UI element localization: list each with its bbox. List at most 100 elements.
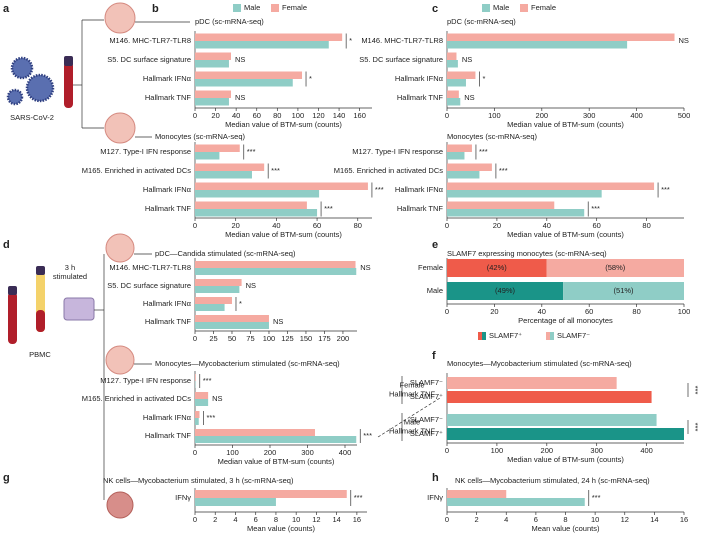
x-tick-label: 0	[193, 111, 197, 120]
group-label: Male	[404, 417, 420, 426]
x-tick-label: 0	[445, 111, 449, 120]
x-tick-label: 0	[193, 221, 197, 230]
x-tick-label: 0	[445, 515, 449, 524]
chart-title: Monocytes (sc-mRNA-seq)	[155, 132, 246, 141]
significance-label: ***	[324, 204, 333, 213]
bar	[447, 171, 480, 179]
x-tick-label: 200	[536, 111, 549, 120]
bar	[195, 261, 356, 268]
significance-label: NS	[462, 55, 472, 64]
category-label: Hallmark TNF	[145, 204, 192, 213]
virus	[10, 56, 34, 80]
panel-label: b	[152, 3, 159, 15]
category-label: Hallmark IFNα	[143, 185, 192, 194]
bar-segment	[447, 282, 564, 300]
x-tick-label: 60	[313, 221, 321, 230]
x-tick-label: 0	[193, 515, 197, 524]
category-label: M127. Type-I IFN response	[100, 147, 191, 156]
significance-label: ***	[271, 166, 280, 175]
category-label: M165. Enriched in activated DCs	[334, 166, 443, 175]
stimulation-label: 3 h	[65, 263, 75, 272]
legend-label: SLAMF7⁺	[489, 331, 522, 340]
significance-label: *	[239, 299, 242, 308]
bar	[447, 71, 476, 79]
bar	[195, 268, 357, 275]
x-tick-label: 400	[630, 111, 643, 120]
category-label: M165. Enriched in activated DCs	[82, 166, 191, 175]
x-axis-label: Median value of BTM-sum (counts)	[507, 120, 624, 129]
significance-label: ***	[479, 147, 488, 156]
significance-label: NS	[273, 317, 283, 326]
x-axis-label: Median value of BTM-sum (counts)	[218, 457, 335, 466]
category-label: M146. MHC-TLR7-TLR8	[109, 263, 191, 272]
bar	[195, 52, 232, 60]
x-tick-label: 200	[264, 448, 277, 457]
x-tick-label: 10	[292, 515, 300, 524]
virus	[25, 73, 55, 103]
chart-title: pDC (sc-mRNA-seq)	[447, 17, 516, 26]
panel-label: f	[432, 350, 436, 362]
x-tick-label: 300	[301, 448, 314, 457]
chart-title: Monocytes (sc-mRNA-seq)	[447, 132, 538, 141]
significance-label: *	[349, 36, 352, 45]
panel-label: e	[432, 239, 438, 251]
legend-label: Male	[244, 3, 260, 12]
x-tick-label: 40	[272, 221, 280, 230]
tube	[8, 292, 17, 344]
bar	[447, 190, 602, 198]
x-axis-label: Median value of BTM-sum (counts)	[225, 120, 342, 129]
legend-swatch	[233, 4, 241, 12]
x-tick-label: 20	[493, 221, 501, 230]
x-tick-label: 8	[563, 515, 567, 524]
category-label: M127. Type-I IFN response	[100, 376, 191, 385]
chart-title: NK cells—Mycobacterium stimulated, 3 h (…	[103, 476, 294, 485]
bar	[195, 98, 229, 106]
value-label: (58%)	[605, 263, 626, 272]
category-label: Hallmark TNF	[397, 204, 444, 213]
bar	[447, 52, 457, 60]
x-tick-label: 12	[312, 515, 320, 524]
virus	[6, 88, 24, 106]
bar	[195, 374, 196, 381]
category-label: SLAMF7⁻	[410, 378, 443, 387]
x-tick-label: 0	[445, 221, 449, 230]
significance-label: NS	[212, 394, 222, 403]
category-label: Hallmark IFNα	[143, 74, 192, 83]
bar	[447, 90, 459, 98]
x-tick-label: 4	[233, 515, 237, 524]
significance-label: ***	[375, 185, 384, 194]
significance-label: ***	[203, 376, 212, 385]
chart-title: pDC (sc-mRNA-seq)	[195, 17, 264, 26]
bar	[447, 377, 617, 389]
x-tick-label: 60	[253, 111, 261, 120]
x-tick-label: 60	[593, 221, 601, 230]
bar	[195, 399, 209, 406]
category-label: Male	[427, 286, 443, 295]
significance-label: ***	[591, 204, 600, 213]
x-axis-label: Percentage of all monocytes	[518, 316, 613, 325]
x-tick-label: 100	[491, 446, 504, 455]
bar	[447, 498, 585, 506]
bar	[447, 60, 458, 68]
x-axis-label: Median value of BTM-sum (counts)	[507, 455, 624, 464]
bar	[447, 33, 675, 41]
x-tick-label: 0	[193, 334, 197, 343]
legend-label: Male	[493, 3, 509, 12]
bar	[195, 79, 293, 87]
significance-label: *	[309, 74, 312, 83]
significance-label: ***	[592, 493, 601, 502]
bar	[195, 297, 232, 304]
category-label: S5. DC surface signature	[107, 281, 191, 290]
bar	[195, 171, 252, 179]
legend-label: Female	[282, 3, 307, 12]
x-tick-label: 200	[541, 446, 554, 455]
category-label: SLAMF7⁺	[410, 392, 443, 401]
bar	[447, 490, 507, 498]
x-tick-label: 125	[281, 334, 294, 343]
category-label: Hallmark TNF	[397, 93, 444, 102]
value-label: (42%)	[487, 263, 508, 272]
panel-label: c	[432, 3, 438, 15]
category-label: Female	[418, 263, 443, 272]
bar	[195, 182, 368, 190]
